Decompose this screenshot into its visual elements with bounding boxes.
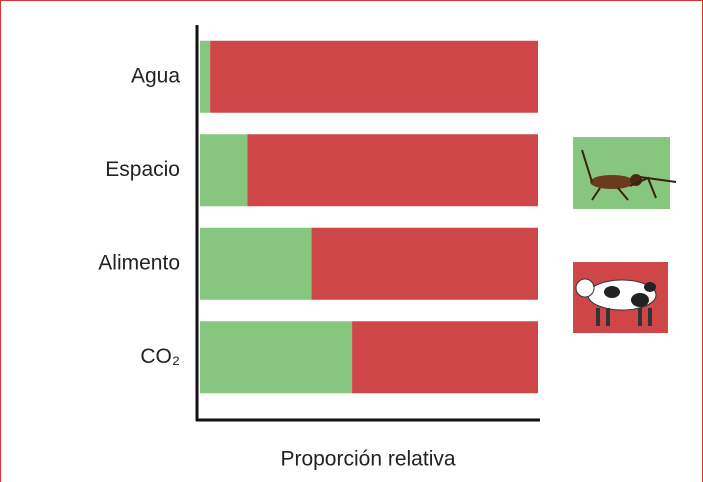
cow-icon [573,262,668,333]
bar-segment [200,228,312,300]
bar-segment [352,321,538,393]
bar-segment [210,41,538,113]
y-tick-label: Espacio [105,158,180,181]
bar-segment [200,134,247,206]
y-tick-label: CO₂ [140,345,180,368]
bar-segment [200,321,352,393]
y-tick-label: Agua [131,64,180,87]
x-axis-label: Proporción relativa [280,448,455,471]
y-tick-label: Alimento [98,251,180,274]
bar-segment [247,134,538,206]
page: {"chart_data": {"type": "stacked_barh", … [0,0,703,482]
chart: Proporción relativa Agua Espacio Alimento C… [0,0,703,482]
bar-segment [312,228,538,300]
bar-segment [200,41,210,113]
cricket-icon [573,137,676,209]
